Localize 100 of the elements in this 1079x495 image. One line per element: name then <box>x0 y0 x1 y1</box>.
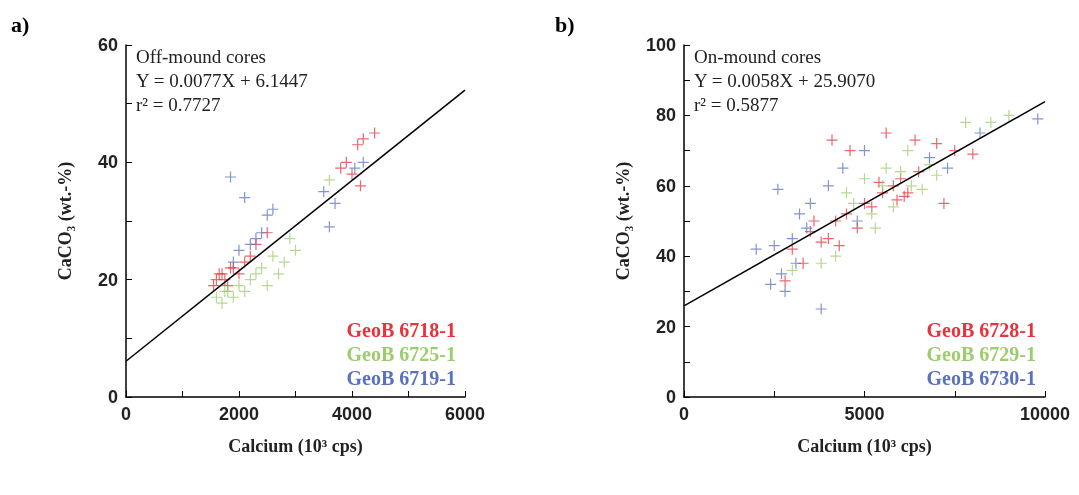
text: GeoB 6718-1 <box>346 319 456 341</box>
point <box>357 132 370 145</box>
annotation: Y = 0.0058X + 25.9070 <box>694 70 876 91</box>
point <box>323 173 336 187</box>
point <box>887 179 900 192</box>
point <box>829 214 842 228</box>
point <box>278 255 291 269</box>
point <box>905 179 918 192</box>
point <box>255 261 268 275</box>
y-tick-label: 40 <box>655 246 676 267</box>
annotation: r² = 0.7727 <box>136 94 221 115</box>
x-tick-label: 10000 <box>1019 404 1071 424</box>
point <box>825 133 839 147</box>
point <box>807 214 821 228</box>
point <box>880 162 893 175</box>
point <box>923 151 936 164</box>
x-tick-label: 0 <box>120 404 132 424</box>
point <box>238 255 251 269</box>
point <box>1031 112 1044 126</box>
point <box>858 172 871 185</box>
point <box>750 243 763 256</box>
point <box>244 250 257 263</box>
point <box>249 232 263 245</box>
point <box>908 133 922 147</box>
point <box>916 183 929 196</box>
point <box>912 165 925 178</box>
point <box>847 197 860 210</box>
point <box>815 257 828 270</box>
point <box>354 179 367 192</box>
point <box>317 185 330 198</box>
x-tick-label: 6000 <box>444 404 486 424</box>
point <box>840 207 853 221</box>
point <box>815 302 828 316</box>
point <box>351 138 364 151</box>
annotation: On-mound cores <box>694 46 822 67</box>
x-tick-label: 0 <box>678 404 690 424</box>
chart-title: a) <box>11 11 30 37</box>
point <box>843 144 857 157</box>
point <box>941 162 954 175</box>
point <box>768 239 781 252</box>
point <box>973 126 987 140</box>
point <box>255 226 268 239</box>
point <box>858 144 871 157</box>
text: GeoB 6719-1 <box>346 367 456 389</box>
point <box>244 273 257 286</box>
point <box>901 144 914 157</box>
x-tick-label: 4000 <box>331 404 373 424</box>
point <box>793 207 806 221</box>
point <box>815 236 828 249</box>
text: GeoB 6728-1 <box>926 319 1036 341</box>
point <box>764 278 777 291</box>
point <box>224 170 237 184</box>
y-tick-label: 20 <box>655 316 676 337</box>
point <box>800 221 813 235</box>
point <box>829 250 842 263</box>
point <box>771 183 784 196</box>
point <box>851 214 864 228</box>
point <box>261 209 274 222</box>
text: GeoB 6730-1 <box>926 367 1036 389</box>
y-axis-title: CaCO₃ (wt.-%) <box>613 161 634 281</box>
point <box>876 179 889 192</box>
y-tick-label: 60 <box>655 175 676 196</box>
point <box>238 191 251 204</box>
point <box>357 156 370 169</box>
point <box>865 207 878 221</box>
point <box>272 267 285 280</box>
point <box>822 232 835 245</box>
point <box>872 176 886 189</box>
point <box>959 116 972 129</box>
point <box>778 285 792 298</box>
point <box>289 244 302 257</box>
point <box>348 162 361 175</box>
point <box>261 279 274 292</box>
point <box>786 232 799 245</box>
point <box>775 267 788 280</box>
y-axis-title: CaCO₃ (wt.-%) <box>55 161 76 281</box>
point <box>334 162 347 175</box>
point <box>890 193 904 206</box>
point <box>804 197 817 210</box>
point <box>368 126 381 140</box>
y-tick-label: 20 <box>97 269 118 290</box>
point <box>345 167 359 181</box>
point <box>266 203 279 216</box>
point <box>786 264 799 277</box>
x-tick-label: 2000 <box>218 404 260 424</box>
point <box>880 126 893 140</box>
point <box>249 267 263 280</box>
y-tick-label: 60 <box>97 35 118 55</box>
point <box>833 239 846 252</box>
chart-title: b) <box>555 11 575 37</box>
text: GeoB 6729-1 <box>926 343 1036 365</box>
point <box>1002 109 1015 122</box>
point <box>930 137 943 150</box>
point <box>966 148 979 161</box>
point <box>984 116 997 129</box>
x-axis-title: Calcium (10³ cps) <box>797 436 932 457</box>
point <box>887 200 900 214</box>
point <box>836 162 849 175</box>
point <box>937 197 951 210</box>
point <box>894 165 907 178</box>
